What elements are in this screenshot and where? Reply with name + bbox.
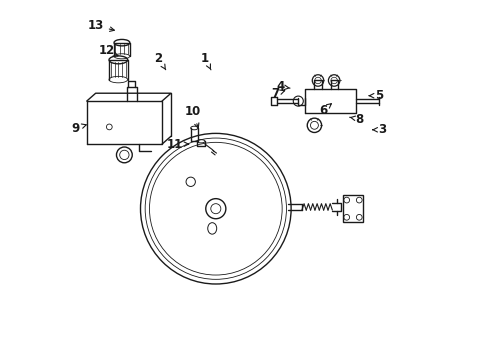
Text: 6: 6 — [319, 104, 331, 117]
Text: 10: 10 — [184, 105, 200, 128]
Text: 1: 1 — [201, 51, 210, 70]
Text: 8: 8 — [349, 113, 363, 126]
Text: 13: 13 — [87, 19, 114, 32]
Text: 4: 4 — [276, 80, 289, 93]
Text: 12: 12 — [98, 44, 118, 57]
Text: 3: 3 — [372, 123, 386, 136]
Text: 11: 11 — [166, 138, 188, 150]
Text: 9: 9 — [72, 122, 86, 135]
Text: 7: 7 — [270, 87, 284, 100]
Text: 2: 2 — [154, 51, 165, 70]
Text: 5: 5 — [368, 89, 382, 102]
